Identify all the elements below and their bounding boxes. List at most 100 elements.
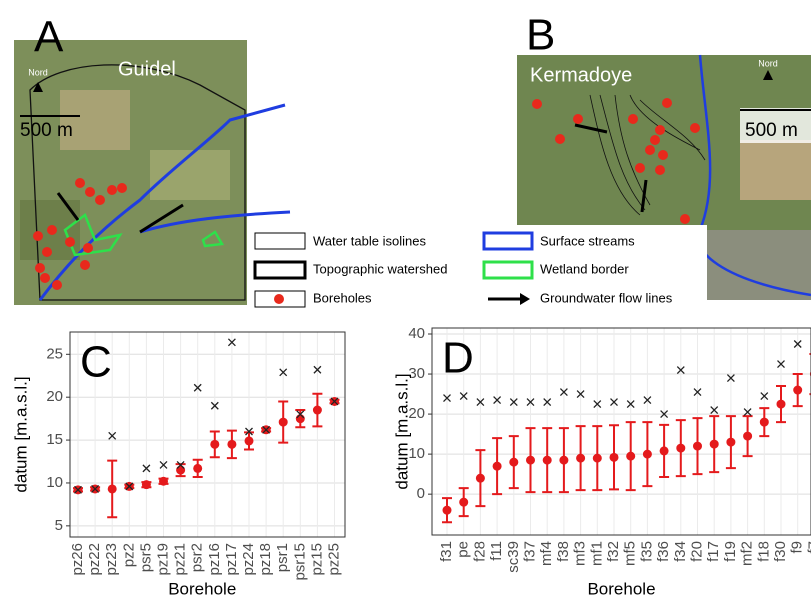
max-marker xyxy=(743,408,752,417)
max-marker xyxy=(443,394,451,403)
x-tick-label: psr15 xyxy=(291,543,308,581)
max-marker xyxy=(125,482,134,491)
x-tick-label: pz18 xyxy=(257,543,274,576)
max-marker xyxy=(142,464,151,473)
legend-box xyxy=(247,225,707,310)
scale-label: 500 m xyxy=(20,120,73,141)
charts: 5 10 15 20 25 pz26 pz22 pz23 pz2 psr5 pz19 pz21 psr2… xyxy=(11,325,811,598)
mean-point xyxy=(626,451,636,461)
max-marker xyxy=(245,427,253,436)
x-axis-label: Borehole xyxy=(168,579,236,598)
x-tick-label: f9 xyxy=(789,541,806,554)
plot-area xyxy=(432,328,811,535)
max-marker xyxy=(459,392,468,401)
y-tick-label: 25 xyxy=(46,345,63,362)
mean-point xyxy=(193,463,203,473)
x-tick-label: mf1 xyxy=(588,541,605,566)
x-tick-label: f7 xyxy=(805,541,811,554)
x-tick-label: pz2 xyxy=(120,543,137,567)
panel-label: C xyxy=(80,338,112,387)
mean-point xyxy=(559,455,569,465)
north-arrow xyxy=(33,82,43,92)
legend-swatch xyxy=(254,232,306,250)
mean-point xyxy=(312,405,322,415)
panel-label: B xyxy=(526,11,555,60)
max-marker xyxy=(159,460,168,469)
max-marker xyxy=(210,401,219,410)
north-arrow xyxy=(763,70,773,80)
mean-point xyxy=(526,455,535,465)
x-tick-label: pz22 xyxy=(86,543,103,576)
x-tick-label: pz15 xyxy=(308,543,325,576)
mean-point xyxy=(659,446,669,456)
plot-border xyxy=(69,331,346,538)
place-name: Kermadoye xyxy=(530,64,632,86)
mean-point xyxy=(793,385,803,395)
north-label: Nord xyxy=(28,67,48,77)
stream xyxy=(38,103,286,301)
max-marker xyxy=(643,396,652,405)
x-tick-label: f28 xyxy=(471,541,488,562)
wetland xyxy=(63,213,123,257)
y-tick-label: 10 xyxy=(46,474,63,491)
mean-point xyxy=(642,449,652,459)
mean-point xyxy=(743,431,753,441)
mean-point xyxy=(295,414,305,424)
boreholes xyxy=(532,98,700,224)
map-a: Nord 500 m Guidel A xyxy=(14,13,291,305)
x-tick-label: f20 xyxy=(688,541,705,562)
max-marker xyxy=(559,388,568,397)
mean-point xyxy=(210,439,220,449)
max-marker xyxy=(693,388,702,397)
wetland xyxy=(201,230,225,248)
flow-arrows xyxy=(56,192,184,234)
y-tick-label: 20 xyxy=(46,388,63,405)
x-tick-label: mf4 xyxy=(538,541,555,566)
mean-point xyxy=(759,417,769,427)
max-marker xyxy=(193,383,202,392)
max-marker xyxy=(296,410,305,419)
max-marker xyxy=(793,340,802,348)
legend-swatch xyxy=(253,260,307,280)
field xyxy=(60,90,130,150)
x-tick-label: f34 xyxy=(672,541,689,562)
max-marker xyxy=(108,431,117,440)
mean-point xyxy=(159,476,168,486)
x-axis-label: Borehole xyxy=(587,579,655,598)
x-tick-label: pz21 xyxy=(172,543,189,576)
y-tick-label: 20 xyxy=(408,405,425,422)
panel-label: A xyxy=(34,13,64,62)
x-tick-label: pz23 xyxy=(103,543,120,576)
mean-point xyxy=(475,473,485,483)
scale-box xyxy=(740,108,811,143)
max-marker xyxy=(610,398,618,407)
plot-area xyxy=(70,332,345,537)
max-marker xyxy=(676,366,685,375)
mean-point xyxy=(693,441,702,451)
x-tick-label: f36 xyxy=(655,541,672,562)
x-tick-label: f35 xyxy=(638,541,655,562)
place-name: Guidel xyxy=(118,58,176,80)
y-tick-label: 30 xyxy=(408,365,425,382)
y-tick-label: 15 xyxy=(46,431,63,448)
y-axis-label: datum [m.a.s.l.] xyxy=(11,376,30,492)
x-tick-label: pz16 xyxy=(206,543,223,576)
legend-label: Water table isolines xyxy=(313,233,426,248)
x-tick-label: f32 xyxy=(605,541,622,562)
town xyxy=(705,230,811,300)
mean-point xyxy=(776,399,786,409)
scale-label: 500 m xyxy=(745,120,798,141)
max-marker xyxy=(777,360,785,368)
mean-point xyxy=(278,417,288,427)
y-tick-label: 40 xyxy=(408,325,425,342)
mean-point xyxy=(459,497,469,507)
max-marker xyxy=(509,398,518,407)
panel-label: D xyxy=(442,334,474,383)
x-tick-label: pz19 xyxy=(154,543,171,576)
max-marker xyxy=(91,485,100,493)
mean-point xyxy=(609,452,619,462)
legend-label: Topographic watershed xyxy=(313,261,447,276)
mean-point xyxy=(227,439,237,449)
